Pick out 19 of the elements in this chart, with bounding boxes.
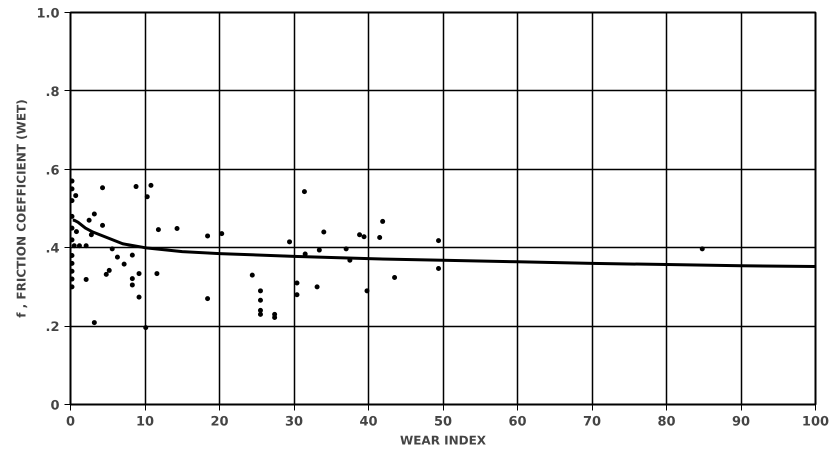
- y-tick-label: .4: [46, 242, 60, 257]
- y-tick-label: 0: [50, 398, 60, 414]
- x-tick-label: 60: [508, 414, 527, 430]
- x-tick-label: 70: [582, 414, 602, 430]
- y-tick-label: 1.0: [36, 6, 60, 22]
- x-tick-label: 80: [657, 414, 676, 430]
- x-axis-title: WEAR INDEX: [400, 434, 487, 448]
- x-tick-label: 40: [359, 414, 378, 430]
- y-axis-title: f , FRICTION COEFFICIENT (WET): [14, 99, 28, 318]
- x-tick-label: 10: [136, 414, 154, 430]
- y-tick-label: .6: [46, 163, 60, 178]
- x-tick-label: 100: [802, 414, 830, 430]
- x-tick-label: 20: [210, 414, 229, 430]
- x-tick-label: 0: [66, 414, 76, 430]
- y-tick-label: .8: [46, 84, 60, 100]
- y-tick-label: .2: [46, 320, 60, 336]
- x-tick-label: 90: [732, 414, 750, 430]
- x-tick-label: 50: [434, 414, 452, 430]
- x-tick-label: 30: [284, 414, 304, 430]
